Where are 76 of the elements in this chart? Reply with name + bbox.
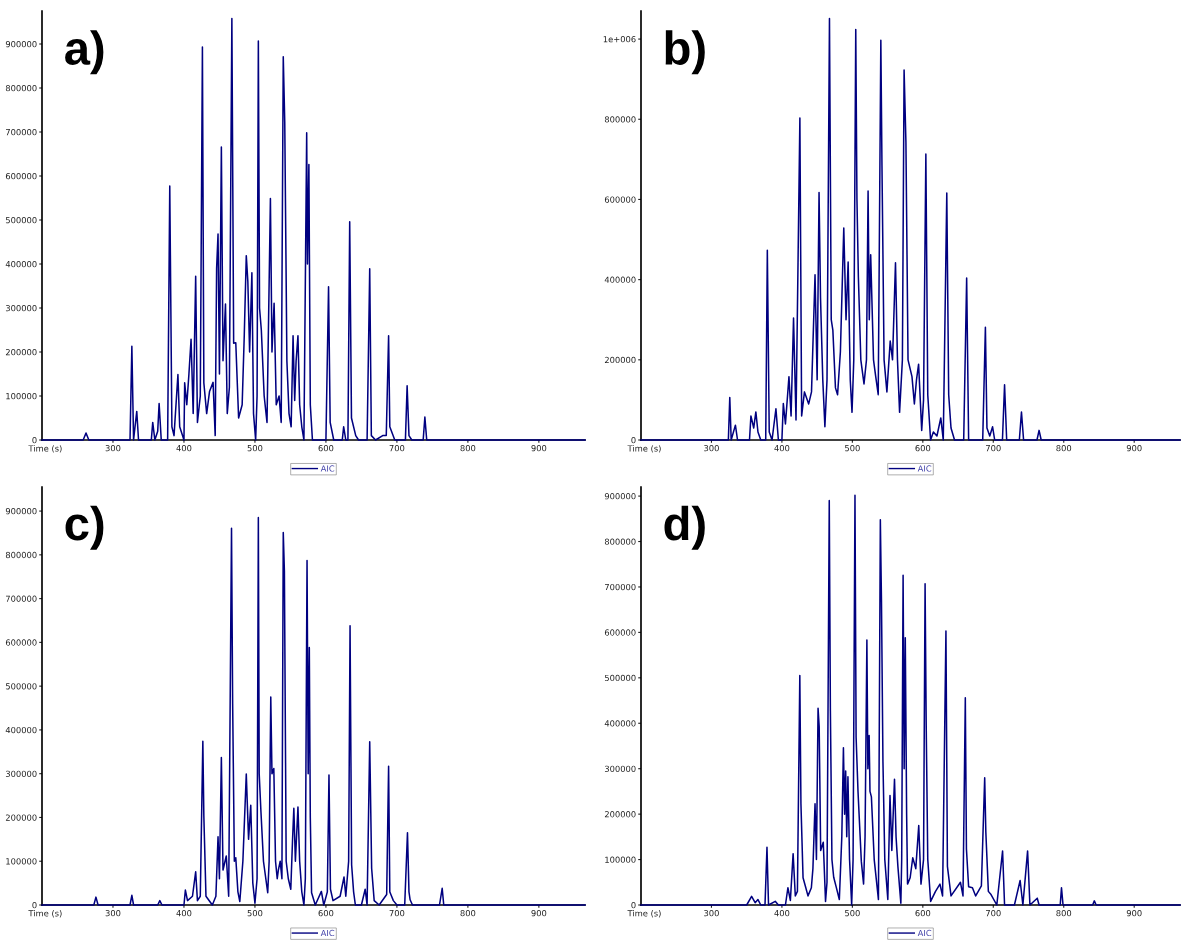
y-tick-label: 300000 <box>5 304 37 312</box>
x-axis-title: Time (s) <box>28 910 62 918</box>
y-tick-label: 0 <box>32 436 37 444</box>
y-tick-label: 0 <box>32 901 37 909</box>
legend-label: AIC <box>917 465 932 472</box>
x-tick-label: 700 <box>389 910 405 917</box>
x-tick-label: 700 <box>986 445 1001 452</box>
y-tick-label: 600000 <box>604 196 636 203</box>
x-tick-label: 800 <box>460 445 476 452</box>
annotation: a) <box>65 30 104 75</box>
y-tick-label: 200000 <box>5 814 37 821</box>
x-tick-label: 900 <box>1126 910 1142 917</box>
y-tick-label: 100000 <box>6 858 37 865</box>
x-tick-label: 500 <box>845 910 860 917</box>
y-tick-label: 200000 <box>604 356 636 364</box>
y-tick-label: 800000 <box>5 84 37 92</box>
y-tick-label: 900000 <box>604 493 636 500</box>
y-tick-label: 200000 <box>5 348 37 356</box>
x-tick-label: 300 <box>105 910 121 917</box>
y-tick-label: 400000 <box>604 720 636 727</box>
y-tick-label: 700000 <box>605 583 636 591</box>
x-tick-label: 500 <box>247 445 263 452</box>
y-tick-label: 100000 <box>605 856 636 863</box>
legend-label: AIC <box>320 929 335 937</box>
y-tick-label: 400000 <box>604 276 636 283</box>
legend-label: AIC <box>917 929 932 937</box>
y-tick-label: 400000 <box>5 260 37 268</box>
y-tick-label: 600000 <box>604 629 636 636</box>
x-tick-label: 700 <box>389 445 405 452</box>
legend-label: AIC <box>320 465 335 472</box>
x-tick-label: 400 <box>176 910 192 917</box>
x-tick-label: 900 <box>531 445 547 452</box>
x-tick-label: 800 <box>460 910 476 917</box>
y-tick-label: 600000 <box>5 172 37 180</box>
y-tick-label: 300000 <box>604 765 636 772</box>
x-tick-label: 800 <box>1056 910 1072 917</box>
y-tick-label: 700000 <box>6 595 37 602</box>
x-tick-label: 400 <box>774 445 790 452</box>
annotation: c) <box>65 505 104 550</box>
x-tick-label: 600 <box>915 445 931 452</box>
x-tick-label: 600 <box>318 910 334 917</box>
y-tick-label: 500000 <box>5 216 37 224</box>
x-tick-label: 700 <box>986 910 1001 917</box>
x-tick-label: 300 <box>704 910 719 917</box>
x-axis-title: Time (s) <box>28 445 62 453</box>
x-tick-label: 800 <box>1056 445 1072 452</box>
x-tick-label: 600 <box>318 445 334 452</box>
y-tick-label: 500000 <box>5 683 37 690</box>
y-tick-label: 900000 <box>5 40 37 48</box>
x-tick-label: 900 <box>1126 445 1142 452</box>
y-tick-label: 500000 <box>604 674 636 682</box>
annotation: d) <box>664 505 705 550</box>
y-tick-label: 600000 <box>5 639 37 646</box>
y-tick-label: 800000 <box>604 538 636 545</box>
x-axis-title: Time (s) <box>627 910 661 918</box>
y-tick-label: 1e+006 <box>603 36 636 43</box>
y-tick-label: 300000 <box>5 770 37 777</box>
x-tick-label: 900 <box>531 910 547 917</box>
y-tick-label: 800000 <box>604 116 636 123</box>
x-tick-label: 400 <box>774 910 790 917</box>
x-tick-label: 300 <box>704 445 719 452</box>
x-tick-label: 500 <box>845 445 860 452</box>
annotation: b) <box>665 30 705 75</box>
x-tick-label: 300 <box>105 445 121 452</box>
x-axis-title: Time (s) <box>627 445 661 453</box>
y-tick-label: 200000 <box>604 811 636 818</box>
y-tick-label: 100000 <box>6 392 37 400</box>
y-tick-label: 0 <box>631 436 636 444</box>
x-tick-label: 500 <box>247 910 263 917</box>
y-tick-label: 900000 <box>5 508 37 515</box>
y-tick-label: 700000 <box>6 128 37 136</box>
x-tick-label: 600 <box>915 910 931 917</box>
x-tick-label: 400 <box>176 445 192 452</box>
y-tick-label: 400000 <box>5 726 37 734</box>
y-tick-label: 800000 <box>5 551 37 559</box>
y-tick-label: 0 <box>631 901 636 909</box>
